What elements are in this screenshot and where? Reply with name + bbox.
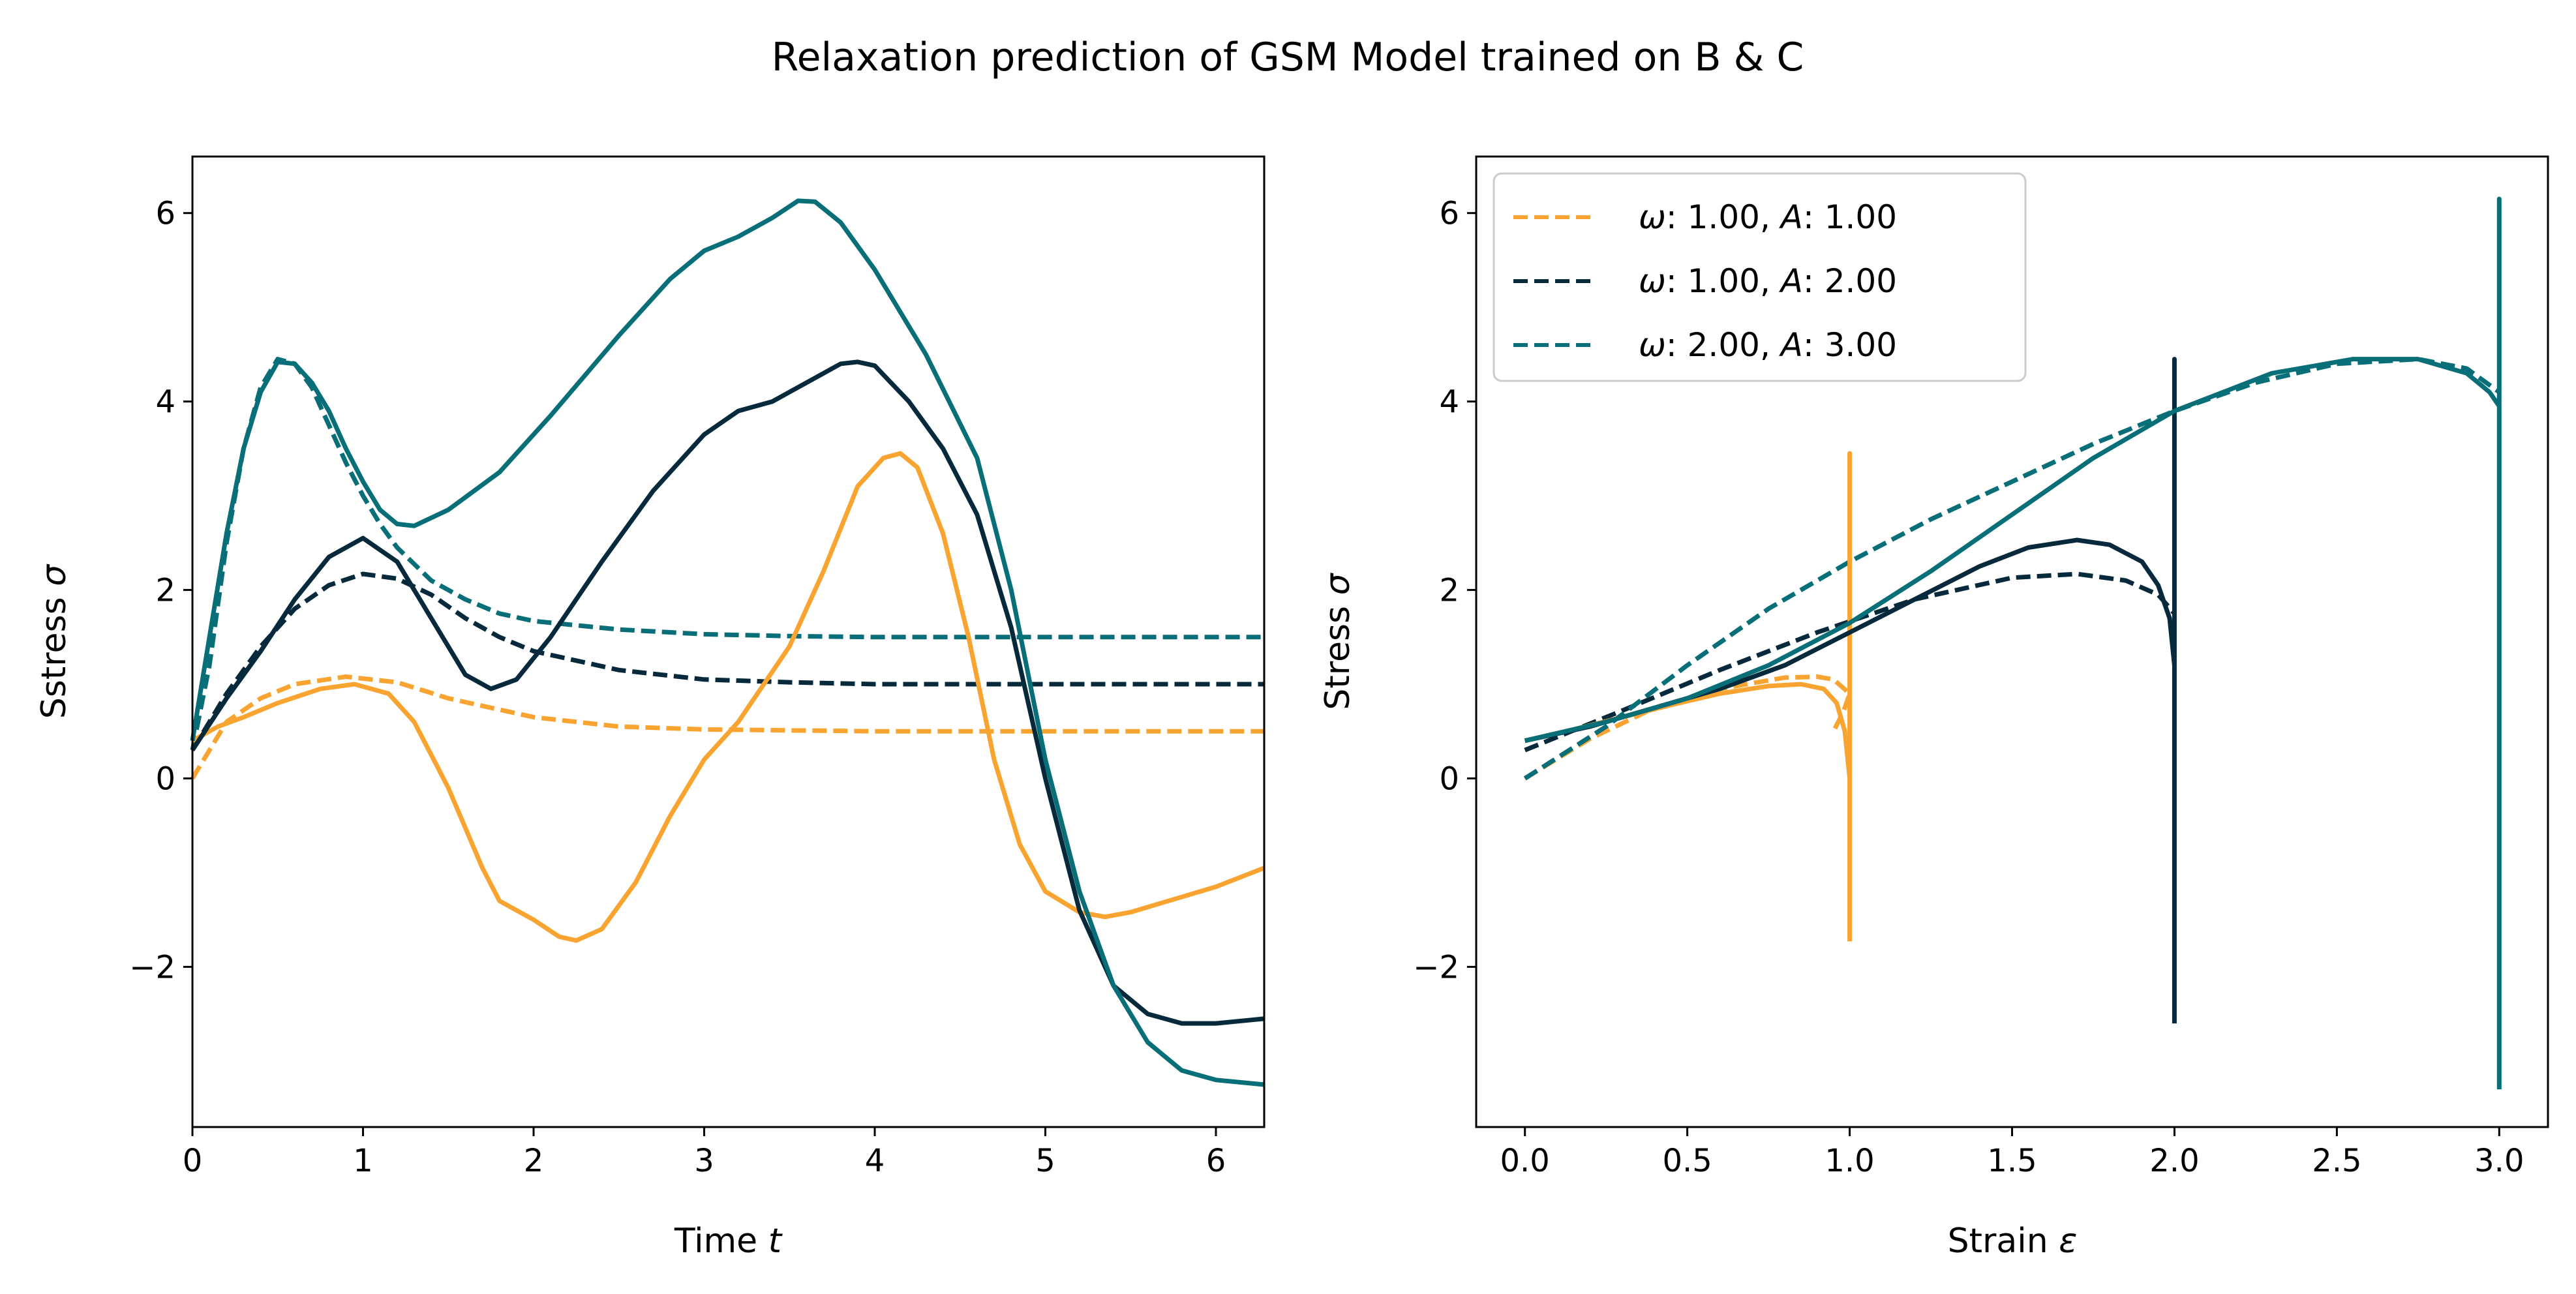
legend-label: ω: 1.00, A: 1.00 [1639,198,1897,236]
left-y-axis-label: Sstress σ [35,564,74,719]
x-tick-label: 0.5 [1662,1143,1712,1179]
x-tick-label: 2.5 [2312,1143,2361,1179]
y-tick-label: 2 [155,573,175,609]
y-tick-label: 4 [1439,384,1459,421]
figure-title: Relaxation prediction of GSM Model train… [772,35,1804,80]
right-x-axis-label: Strain ε [1948,1222,2078,1261]
legend-entry: ω: 1.00, A: 1.00 [1513,198,1897,236]
series-dashed-orange-line [190,674,1264,780]
y-tick-label: 0 [155,760,175,797]
series-dashed-teal-line [1523,357,2501,781]
y-tick-label: 4 [155,384,175,421]
legend-box [1493,172,2027,382]
x-tick-label: 1.0 [1825,1143,1874,1179]
right-y-axis-label: Stress σ [1318,572,1357,710]
legend-label: ω: 2.00, A: 3.00 [1639,326,1897,364]
legend-entry: ω: 2.00, A: 3.00 [1513,326,1897,364]
y-tick-label: 0 [1439,760,1459,797]
left-plot-frame [191,155,1265,1128]
x-tick-label: 0 [183,1143,203,1179]
x-tick-label: 4 [865,1143,885,1179]
y-tick-label: 2 [1439,573,1459,609]
x-tick-label: 6 [1206,1143,1226,1179]
x-tick-label: 0.0 [1500,1143,1550,1179]
x-tick-label: 3.0 [2474,1143,2524,1179]
series-solid-navy-line [190,359,1265,1026]
series-solid-teal-line [1524,196,2502,1090]
x-tick-label: 1.5 [1987,1143,2037,1179]
x-tick-label: 2.0 [2149,1143,2199,1179]
left-x-axis-label: Time t [674,1222,783,1261]
x-tick-label: 5 [1035,1143,1055,1179]
y-tick-label: 6 [1439,196,1459,232]
x-tick-label: 2 [524,1143,544,1179]
legend: ω: 1.00, A: 1.00 ω: 1.00, A: 2.00 ω: 2.0… [1493,172,2027,382]
series-dashed-navy-line [1524,571,2177,753]
legend-entry: ω: 1.00, A: 2.00 [1513,262,1897,300]
y-tick-label: 6 [155,196,175,232]
y-tick-label: −2 [1413,949,1459,986]
left-chart-time-stress: 0 1 2 3 4 5 6 −2 0 2 4 6 Time t Sstress σ [35,155,1265,1261]
right-chart-strain-stress: 0.0 0.5 1.0 1.5 2.0 2.5 3.0 −2 0 2 4 6 Strain ε Str… [1318,155,2549,1261]
series-solid-orange-line [191,451,1265,943]
x-tick-label: 1 [353,1143,373,1179]
x-tick-label: 3 [694,1143,714,1179]
series-solid-teal-line [190,198,1265,1087]
legend-label: ω: 1.00, A: 2.00 [1639,262,1897,300]
series-dashed-teal-line [190,357,1264,751]
series-dashed-orange-line [1523,674,1853,781]
y-tick-label: −2 [129,949,175,986]
series-dashed-navy-line [190,571,1264,751]
